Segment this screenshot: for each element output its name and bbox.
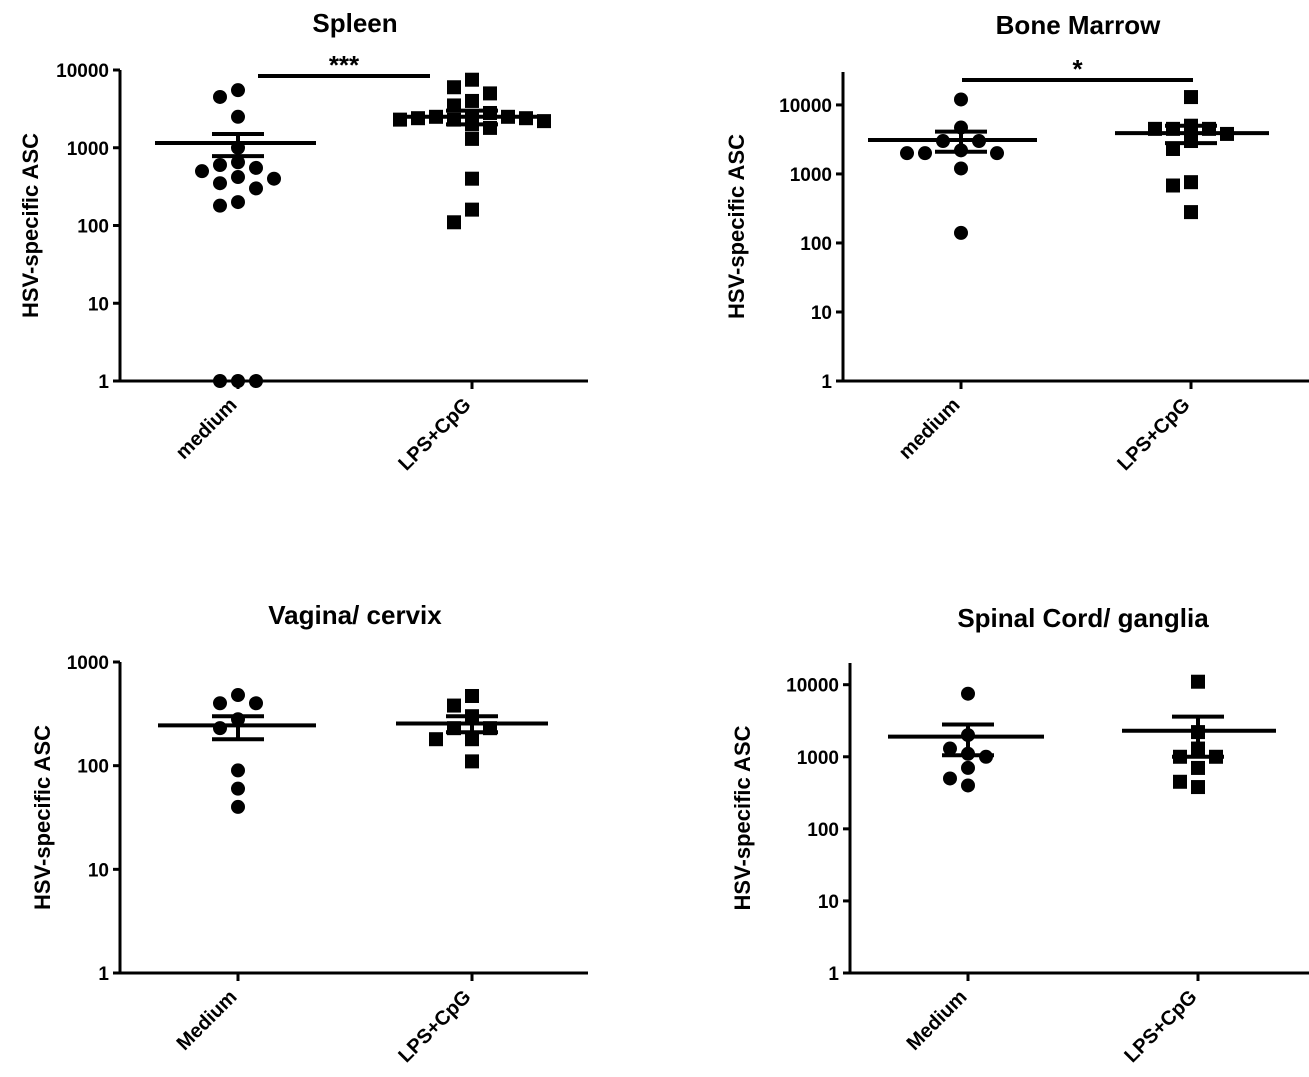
chart-title: Spinal Cord/ ganglia	[957, 603, 1209, 633]
chart-panel-4: Spinal Cord/ ganglia HSV-specific ASC 1 10 1…	[730, 603, 1309, 1067]
data-point	[231, 799, 245, 814]
y-tick-label: 1000	[67, 653, 109, 674]
data-point	[231, 763, 245, 778]
chart-title: Spleen	[312, 8, 397, 38]
y-axis-label: HSV-specific ASC	[730, 725, 755, 910]
y-tick-label: 1000	[790, 165, 832, 186]
x-category-label: LPS+CpG	[394, 394, 475, 475]
data-point	[465, 688, 479, 703]
data-point	[961, 686, 975, 701]
data-point	[1191, 674, 1205, 689]
data-point	[213, 198, 227, 213]
data-point	[213, 157, 227, 172]
y-tick-label: 1	[98, 372, 109, 393]
significance-label: *	[1072, 54, 1083, 84]
data-point	[465, 131, 479, 146]
x-category-label: Medium	[173, 986, 242, 1055]
data-point	[1184, 175, 1198, 190]
data-point	[429, 732, 443, 747]
data-point	[231, 109, 245, 124]
data-point	[1191, 780, 1205, 795]
data-point	[231, 170, 245, 185]
data-point	[249, 160, 263, 175]
data-point	[954, 225, 968, 240]
data-point	[990, 146, 1004, 161]
data-point	[231, 155, 245, 170]
y-tick-label: 10000	[779, 96, 832, 117]
data-point	[1166, 141, 1180, 156]
y-tick-label: 100	[77, 757, 109, 778]
data-point	[249, 696, 263, 711]
data-point	[231, 781, 245, 796]
x-category-label: LPS+CpG	[1113, 394, 1194, 475]
data-point	[231, 195, 245, 210]
data-point	[961, 760, 975, 775]
data-point	[465, 93, 479, 108]
x-category-label: Medium	[903, 986, 972, 1055]
y-tick-label: 10	[818, 892, 839, 913]
y-axis-label: HSV-specific ASC	[724, 134, 749, 319]
y-tick-label: 1	[828, 964, 839, 985]
x-category-label: medium	[172, 394, 242, 464]
data-point	[918, 146, 932, 161]
data-point	[954, 161, 968, 176]
data-point	[213, 176, 227, 191]
data-point	[213, 374, 227, 388]
data-point	[954, 92, 968, 107]
data-point	[447, 698, 461, 713]
chart-panel-3: Vagina/ cervix HSV-specific ASC 1 10 100 1000…	[30, 600, 588, 1067]
x-category-label: medium	[895, 394, 965, 464]
data-point	[465, 732, 479, 747]
y-tick-label: 10	[811, 303, 832, 324]
chart-panel-1: Spleen HSV-specific ASC 1 10 100 1000 10000 med…	[18, 8, 588, 475]
data-point	[465, 754, 479, 769]
data-point	[213, 89, 227, 104]
data-point	[249, 374, 263, 388]
y-tick-label: 10000	[786, 676, 839, 697]
data-point	[1173, 774, 1187, 789]
y-tick-label: 1	[98, 964, 109, 985]
data-point	[447, 80, 461, 95]
data-point	[195, 164, 209, 179]
data-point	[231, 374, 245, 388]
data-point	[1191, 760, 1205, 775]
significance-label: ***	[329, 50, 360, 80]
data-point	[267, 171, 281, 186]
y-tick-label: 1000	[797, 748, 839, 769]
data-point	[465, 202, 479, 217]
x-category-label: LPS+CpG	[1120, 986, 1201, 1067]
chart-panel-2: Bone Marrow HSV-specific ASC 1 10 100 1000 100…	[724, 10, 1309, 475]
data-point	[393, 112, 407, 127]
data-point	[249, 181, 263, 196]
data-point	[447, 215, 461, 230]
y-tick-label: 10	[88, 294, 109, 315]
y-tick-label: 100	[800, 234, 832, 255]
data-point	[1166, 178, 1180, 193]
y-tick-label: 10000	[56, 61, 109, 82]
data-point	[943, 771, 957, 786]
y-tick-label: 1000	[67, 139, 109, 160]
data-point	[483, 86, 497, 101]
data-point	[1184, 205, 1198, 220]
data-point	[231, 688, 245, 703]
y-tick-label: 100	[807, 820, 839, 841]
y-tick-label: 100	[77, 217, 109, 238]
data-point	[943, 741, 957, 756]
data-point	[465, 72, 479, 87]
x-category-label: LPS+CpG	[394, 986, 475, 1067]
data-point	[213, 696, 227, 711]
data-point	[900, 146, 914, 161]
chart-title: Bone Marrow	[996, 10, 1161, 40]
y-tick-label: 1	[821, 372, 832, 393]
y-tick-label: 10	[88, 860, 109, 881]
data-point	[961, 778, 975, 793]
y-axis-label: HSV-specific ASC	[18, 133, 43, 318]
data-point	[213, 721, 227, 736]
data-point	[231, 83, 245, 98]
chart-title: Vagina/ cervix	[268, 600, 442, 630]
y-axis-label: HSV-specific ASC	[30, 725, 55, 910]
data-point	[1184, 90, 1198, 105]
data-point	[465, 171, 479, 186]
